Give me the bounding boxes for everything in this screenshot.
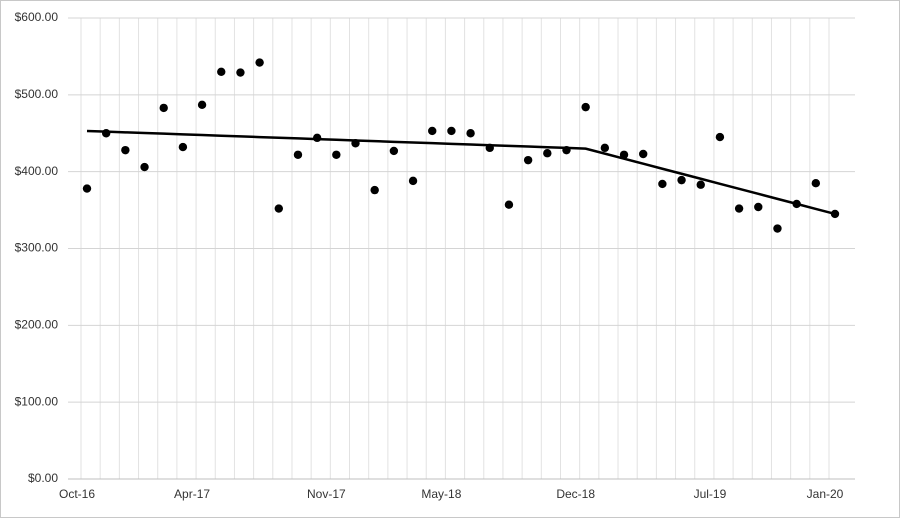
data-point: [715, 132, 725, 142]
data-point: [351, 139, 360, 148]
x-tick-label: May-18: [421, 487, 461, 501]
data-point: [389, 146, 399, 156]
x-tick-label: Jul-19: [694, 487, 727, 501]
data-point: [523, 155, 533, 165]
data-point: [447, 126, 456, 136]
data-point: [562, 145, 571, 155]
data-point: [581, 102, 590, 112]
y-tick-label: $400.00: [15, 164, 59, 178]
data-point: [197, 100, 207, 110]
y-tick-label: $300.00: [15, 241, 59, 255]
y-tick-label: $500.00: [15, 87, 59, 101]
data-point: [773, 224, 782, 233]
x-tick-label: Apr-17: [174, 487, 210, 501]
data-point: [639, 149, 648, 159]
data-point: [312, 133, 322, 143]
trend-line: [86, 129, 836, 216]
data-point: [543, 149, 552, 158]
data-point: [370, 185, 379, 195]
data-point: [754, 202, 763, 212]
data-point: [485, 143, 494, 153]
data-point: [101, 129, 111, 138]
data-point: [600, 143, 610, 153]
data-point: [428, 126, 437, 136]
data-point: [293, 150, 303, 159]
data-point: [217, 67, 226, 76]
data-point: [658, 179, 667, 189]
data-point: [255, 58, 264, 67]
data-point: [121, 145, 130, 155]
y-tick-label: $600.00: [15, 10, 59, 24]
data-point: [178, 142, 188, 152]
data-point: [734, 204, 744, 213]
y-tick-label: $0.00: [28, 471, 58, 485]
data-point: [830, 209, 840, 219]
x-tick-label: Dec-18: [556, 487, 595, 501]
data-point: [696, 180, 705, 189]
data-point: [332, 150, 341, 159]
data-point: [140, 162, 149, 172]
data-point: [274, 204, 283, 213]
data-point: [466, 129, 475, 138]
data-point: [159, 103, 168, 113]
data-point: [792, 199, 801, 209]
data-point: [236, 68, 245, 77]
data-point: [811, 178, 821, 188]
data-point: [677, 175, 686, 185]
x-tick-label: Nov-17: [307, 487, 346, 501]
x-tick-label: Oct-16: [59, 487, 95, 501]
data-point: [619, 150, 629, 159]
data-point: [504, 200, 514, 209]
data-point: [408, 176, 418, 186]
y-tick-label: $200.00: [15, 318, 59, 332]
data-point: [82, 184, 92, 193]
y-tick-label: $100.00: [15, 394, 59, 408]
x-tick-label: Jan-20: [807, 487, 844, 501]
